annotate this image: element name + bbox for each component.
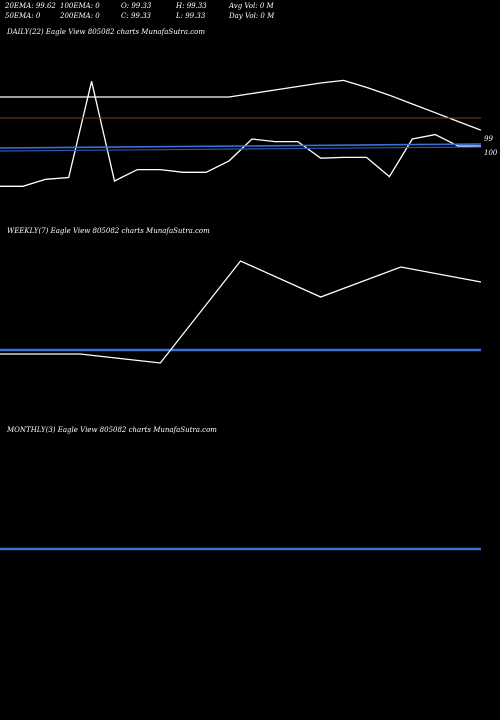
- daily-panel: 99 100: [0, 79, 498, 187]
- stat-open: O: 99.33: [121, 2, 152, 10]
- daily-tick-label-100: 100: [484, 149, 498, 157]
- stat-low: L: 99.33: [176, 12, 206, 20]
- weekly-series-line: [0, 260, 482, 364]
- stat-100ema: 100EMA: 0: [60, 2, 100, 10]
- monthly-panel-title: MONTHLY(3) Eagle View 805082 charts Muna…: [7, 426, 217, 434]
- daily-series-line-2: [0, 79, 482, 131]
- daily-tick-label-99: 99: [484, 135, 493, 143]
- stat-high: H: 99.33: [176, 2, 207, 10]
- daily-series-line-1: [0, 81, 481, 187]
- stat-20ema: 20EMA: 99.62: [5, 2, 56, 10]
- stat-200ema: 200EMA: 0: [60, 12, 100, 20]
- daily-ema-line-2: [0, 146, 482, 152]
- weekly-panel-title: WEEKLY(7) Eagle View 805082 charts Munaf…: [7, 227, 210, 235]
- weekly-panel: [0, 260, 482, 364]
- stat-day-vol: Day Vol: 0 M: [229, 12, 275, 20]
- daily-ema-line-1: [0, 143, 482, 149]
- daily-panel-title: DAILY(22) Eagle View 805082 charts Munaf…: [7, 28, 206, 36]
- stat-50ema: 50EMA: 0: [5, 12, 41, 20]
- stat-close: C: 99.33: [121, 12, 151, 20]
- stat-avg-vol: Avg Vol: 0 M: [229, 2, 274, 10]
